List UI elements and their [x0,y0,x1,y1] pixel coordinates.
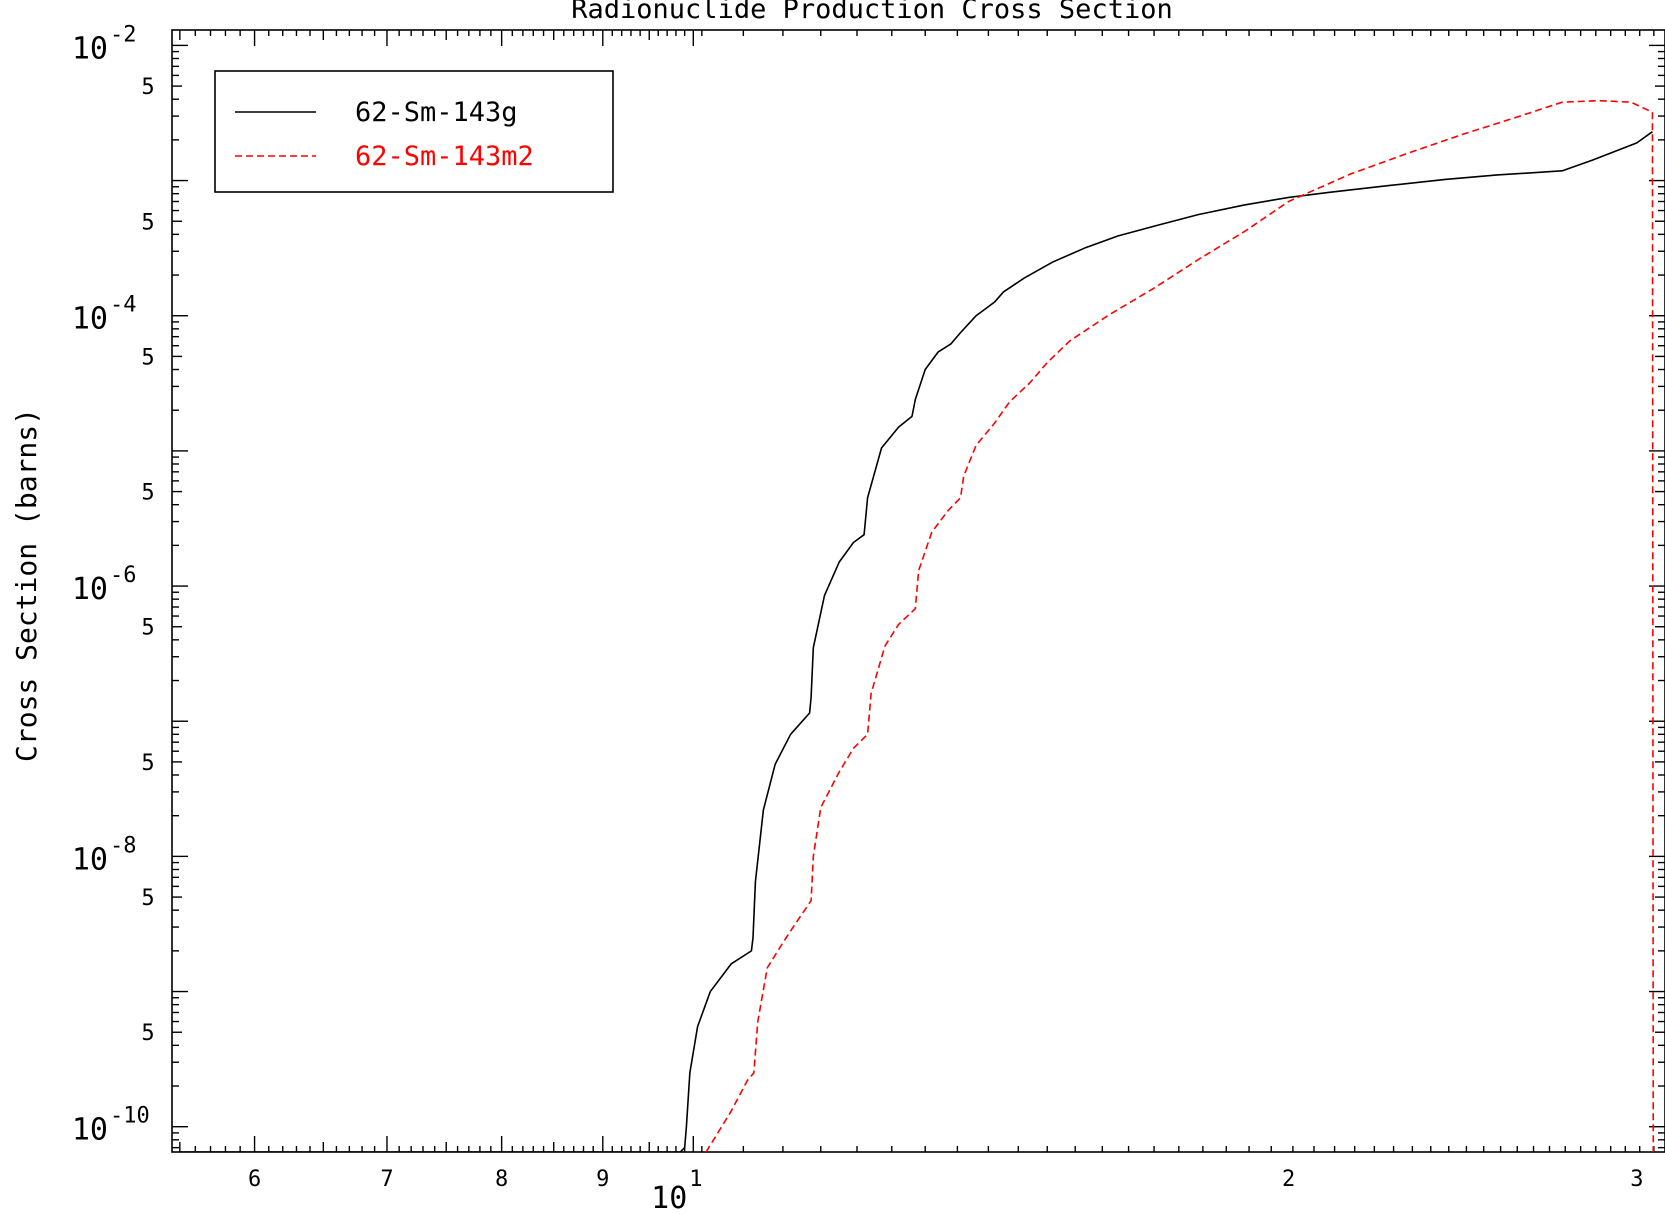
y-tick-label-exponent: -4 [110,293,137,318]
chart-title: Radionuclide Production Cross Section [571,0,1172,25]
y-tick-label: 10 [72,302,108,337]
x-tick-label: 9 [596,1167,609,1192]
x-axis-ticks: 6 7 8 9 101 2 3 [179,30,1655,1214]
x-tick-label: 6 [248,1167,261,1192]
y-tick-label-exponent: -8 [110,833,137,858]
y-tick-label: 10 [72,31,108,66]
y-minor-tick-label: 5 [141,616,154,641]
y-minor-tick-label: 5 [141,751,154,776]
x-tick-label: 3 [1630,1167,1643,1192]
y-tick-label-exponent: -2 [110,22,137,47]
y-minor-tick-label: 5 [141,886,154,911]
x-tick-label-exponent: 1 [689,1167,702,1192]
series-line-sm143g [179,131,1653,1152]
x-tick-label: 2 [1282,1167,1295,1192]
y-minor-tick-label: 5 [141,345,154,370]
y-tick-label-exponent: -6 [110,563,137,588]
legend: 62-Sm-143g 62-Sm-143m2 [214,70,614,193]
y-tick-label: 10 [72,572,108,607]
legend-label-sm143g: 62-Sm-143g [355,97,518,128]
series-layer [179,99,1655,1152]
y-tick-label: 10 [72,842,108,877]
y-tick-label: 10 [72,1113,108,1148]
plot-area-frame [171,29,1665,1153]
series-line-sm143m2 [705,99,1655,1152]
y-minor-tick-label: 5 [141,210,154,235]
legend-label-sm143m2: 62-Sm-143m2 [355,141,534,172]
y-axis-label: Cross Section (barns) [10,408,43,762]
y-minor-tick-label: 5 [141,75,154,100]
x-tick-label: 8 [495,1167,508,1192]
y-minor-tick-label: 5 [141,1021,154,1046]
legend-box [214,70,614,193]
x-tick-label: 7 [380,1167,393,1192]
y-minor-tick-label: 5 [141,481,154,506]
y-tick-label-exponent: -10 [110,1104,150,1129]
x-tick-label: 10 [651,1181,687,1214]
